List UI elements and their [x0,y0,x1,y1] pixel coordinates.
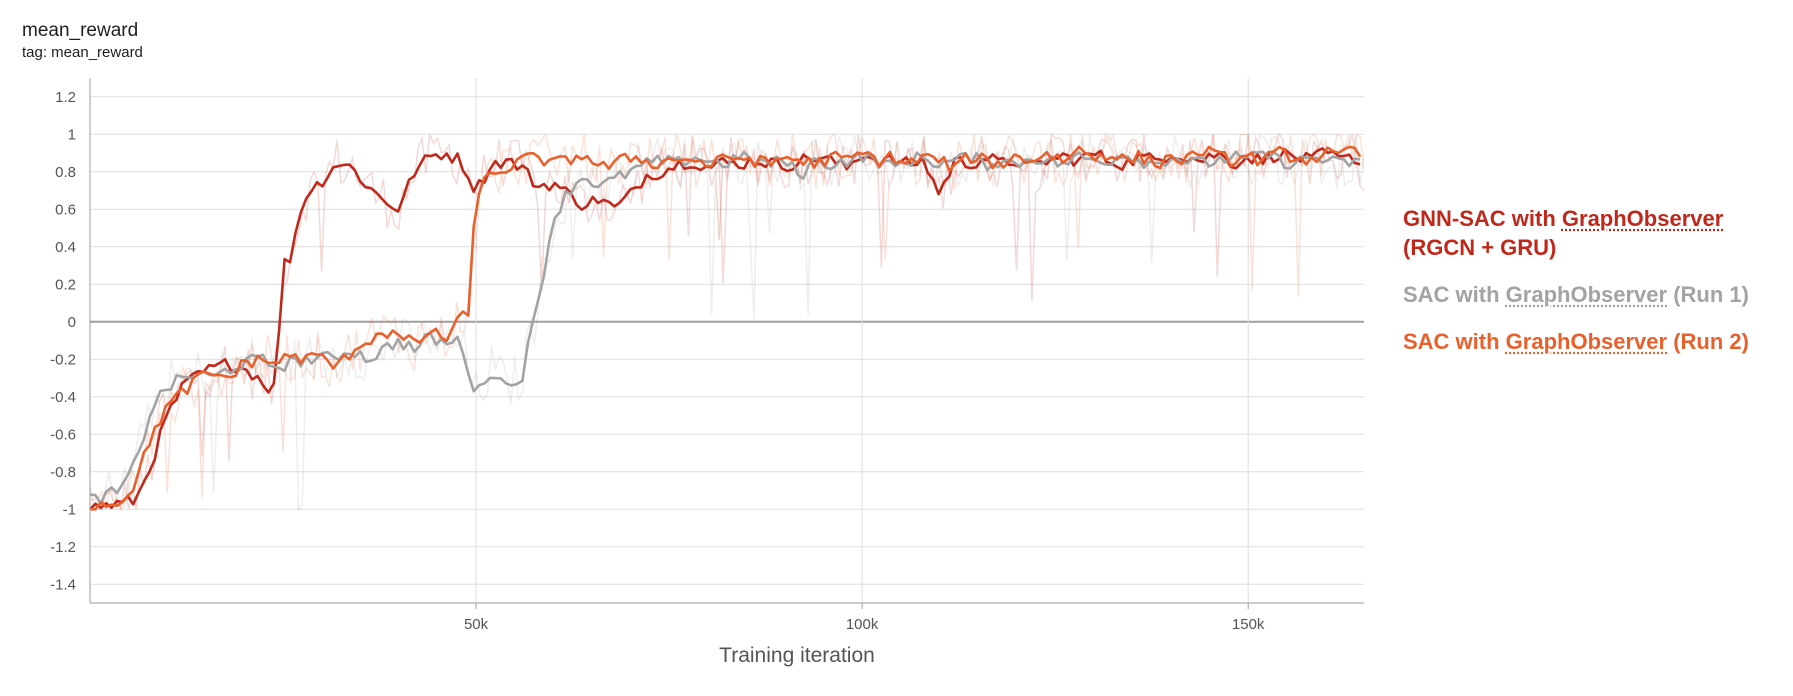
legend-link[interactable]: GraphObserver [1561,206,1724,231]
line-chart: -1.4 -1.2 -1 -0.8 -0.6 -0.4 -0.2 0 0.2 0.4 0.6 0.8 1… [50,78,1365,667]
legend-prefix: SAC with [1403,329,1506,354]
legend-suffix: (Run 2) [1667,329,1749,354]
chart-tag: tag: mean_reward [22,44,143,61]
series-line-2 [90,145,1362,511]
tick-labels: -1.4 -1.2 -1 -0.8 -0.6 -0.4 -0.2 0 0.2 0.4 0.6 0.8 1… [50,89,1265,633]
series-line-0 [89,147,1361,511]
legend-link[interactable]: GraphObserver [1505,282,1668,307]
legend-prefix: SAC with [1403,282,1506,307]
x-tick-label: 50k [464,616,489,633]
y-tick-label: -1 [63,501,76,518]
legend-item-sac-run2[interactable]: SAC with GraphObserver (Run 2) [1403,327,1788,356]
x-tick-label: 100k [846,616,879,633]
legend-link[interactable]: GraphObserver [1505,329,1668,354]
x-tick-label: 150k [1232,616,1265,633]
raw-trace-series-2 [89,132,1365,511]
legend-line2: (RGCN + GRU) [1403,235,1557,260]
y-tick-label: -0.4 [50,389,76,406]
y-tick-label: 0.2 [55,276,76,293]
raw-trace-series-1 [90,132,1365,512]
series-line-1 [89,150,1361,505]
y-tick-label: 0.6 [55,201,76,218]
y-tick-label: -0.6 [50,426,76,443]
y-tick-label: -1.2 [50,539,76,556]
legend-suffix: (Run 1) [1667,282,1749,307]
legend: GNN-SAC with GraphObserver (RGCN + GRU) … [1403,204,1788,374]
y-tick-label: 0.8 [55,164,76,181]
series-lines [89,145,1362,511]
legend-item-sac-run1[interactable]: SAC with GraphObserver (Run 1) [1403,280,1788,309]
y-tick-label: -0.2 [50,351,76,368]
axes [89,78,1364,609]
y-tick-label: -1.4 [50,576,76,593]
chart-title: mean_reward [22,20,139,41]
y-tick-label: 1.2 [55,89,76,106]
y-tick-label: 0.4 [55,239,76,256]
legend-prefix: GNN-SAC with [1403,206,1562,231]
y-tick-label: -0.8 [50,464,76,481]
legend-item-gnn-sac[interactable]: GNN-SAC with GraphObserver (RGCN + GRU) [1403,204,1788,262]
y-tick-label: 1 [68,126,76,143]
x-axis-label: Training iteration [719,644,875,667]
y-tick-label: 0 [68,314,76,331]
